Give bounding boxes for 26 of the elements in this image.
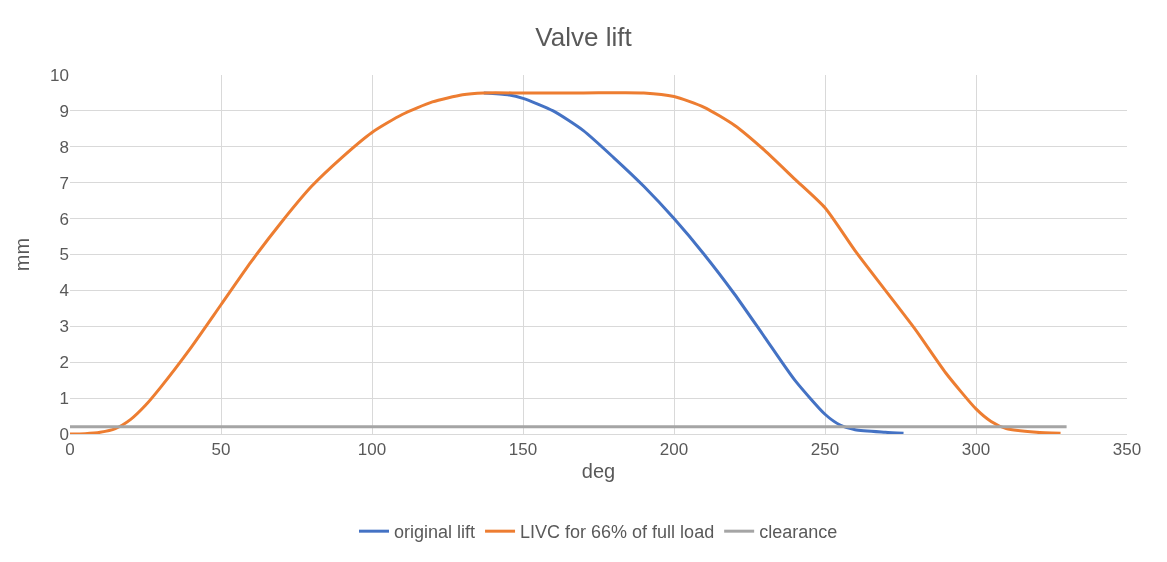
y-tick-label: 0 [59, 424, 69, 444]
y-tick-label: 7 [59, 173, 69, 193]
line-series [70, 91, 1063, 434]
legend-label: original lift [394, 522, 476, 543]
y-tick-label: 5 [59, 245, 69, 265]
y-tick-label: 8 [59, 137, 69, 157]
x-tick-label: 100 [357, 440, 387, 460]
x-tick-label: 150 [508, 440, 538, 460]
y-tick-label: 6 [59, 209, 69, 229]
y-tick-label: 10 [50, 65, 69, 85]
legend-label: LIVC for 66% of full load [520, 522, 715, 543]
x-axis-title: deg [581, 459, 616, 482]
x-tick-label: 200 [659, 440, 689, 460]
x-tick-label: 300 [961, 440, 991, 460]
x-tick-label: 350 [1112, 440, 1142, 460]
y-tick-label: 4 [59, 281, 69, 301]
line-series [482, 91, 906, 434]
y-axis-title: mm [10, 237, 33, 272]
y-tick-label: 1 [59, 389, 69, 409]
legend-label: clearance [759, 522, 838, 543]
y-tick-label: 3 [59, 317, 69, 337]
x-tick-label: 250 [810, 440, 840, 460]
chart-title: Valve lift [535, 22, 633, 53]
y-tick-label: 2 [59, 353, 69, 373]
y-tick-label: 9 [59, 101, 69, 121]
x-tick-label: 50 [211, 440, 231, 460]
